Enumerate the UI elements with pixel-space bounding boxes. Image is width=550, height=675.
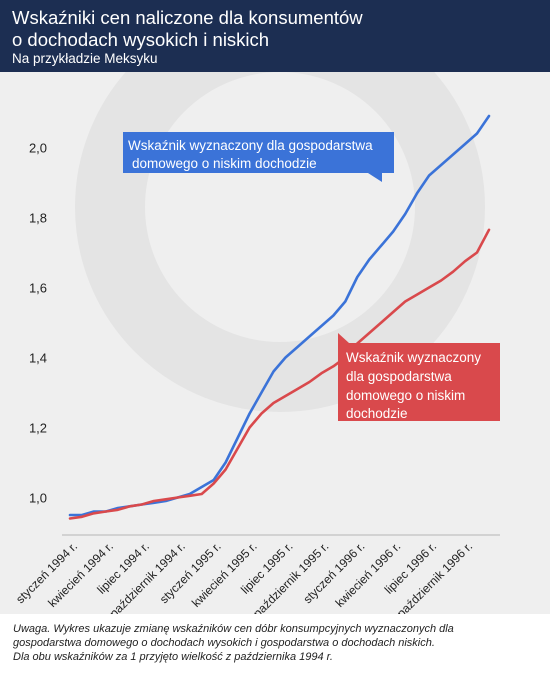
x-tick-label: styczeń 1994 r. bbox=[13, 539, 80, 606]
header-bar: Wskaźniki cen naliczone dla konsumentów … bbox=[0, 0, 550, 72]
note-line-2: gospodarstwa domowego o dochodach wysoki… bbox=[13, 637, 435, 649]
annotation-blue-box bbox=[123, 132, 394, 173]
chart-subtitle: Na przykładzie Meksyku bbox=[12, 51, 158, 66]
series-line-red bbox=[68, 228, 491, 520]
annotation-red-text: dochodzie bbox=[346, 406, 408, 421]
note-text: Uwaga. Wykres ukazuje zmianę wskaźników … bbox=[13, 622, 543, 664]
annotation-blue-pointer bbox=[368, 173, 382, 182]
y-tick-label: 1,6 bbox=[29, 281, 47, 296]
annotation-red-box bbox=[338, 343, 500, 421]
chart-title: Wskaźniki cen naliczone dla konsumentów … bbox=[12, 7, 412, 51]
note-line-1: Uwaga. Wykres ukazuje zmianę wskaźników … bbox=[13, 623, 454, 635]
y-tick-label: 1,4 bbox=[29, 351, 47, 366]
annotation-red-text: Wskaźnik wyznaczony bbox=[346, 350, 481, 365]
annotation-blue-text: Wskaźnik wyznaczony dla gospodarstwa bbox=[128, 138, 373, 153]
y-tick-label: 1,8 bbox=[29, 211, 47, 226]
chart-title-line-1: Wskaźniki cen naliczone dla konsumentów bbox=[12, 7, 363, 28]
watermark-logo bbox=[75, 72, 485, 412]
note-line-3: Dla obu wskaźników za 1 przyjęto wielkoś… bbox=[13, 651, 333, 663]
footer-note: Uwaga. Wykres ukazuje zmianę wskaźników … bbox=[0, 614, 550, 675]
annotation-red-text: dla gospodarstwa bbox=[346, 369, 452, 384]
annotation-blue-text: domowego o niskim dochodzie bbox=[132, 156, 317, 171]
y-tick-label: 1,0 bbox=[29, 491, 47, 506]
y-tick-label: 1,2 bbox=[29, 421, 47, 436]
chart-title-line-2: o dochodach wysokich i niskich bbox=[12, 29, 270, 50]
y-tick-label: 2,0 bbox=[29, 141, 47, 156]
annotation-red-text: domowego o niskim bbox=[346, 388, 465, 403]
annotation-red-pointer bbox=[338, 333, 349, 343]
